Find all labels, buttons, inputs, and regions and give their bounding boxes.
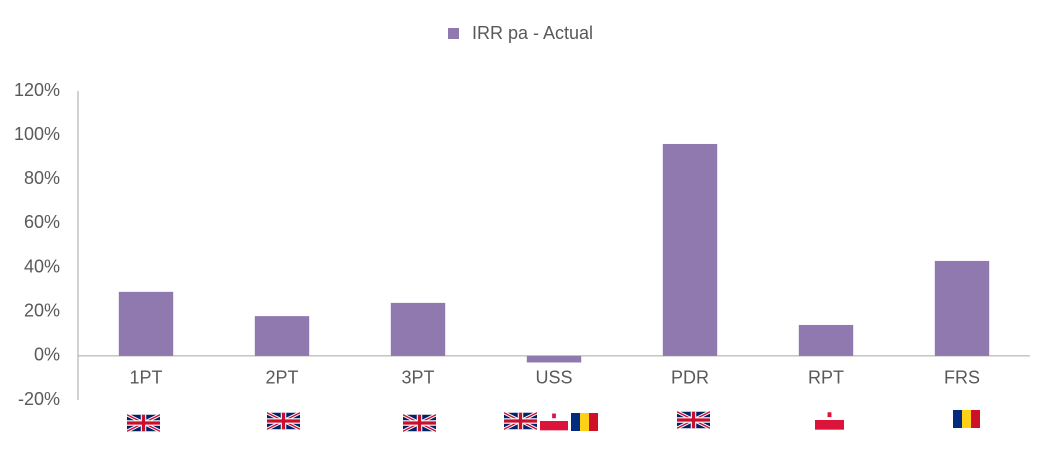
x-tick-label: RPT [808,368,844,388]
bar [254,316,310,356]
bar [118,291,174,356]
bar [390,302,446,356]
bar [798,324,854,356]
y-tick-label: 20% [24,300,60,320]
x-tick-label: 1PT [129,368,162,388]
x-tick-label: USS [535,368,572,388]
y-tick-label: 80% [24,168,60,188]
y-tick-label: 40% [24,256,60,276]
x-tick-label: 2PT [265,368,298,388]
y-tick-label: 100% [14,124,60,144]
y-tick-label: 60% [24,212,60,232]
x-tick-label: 3PT [401,368,434,388]
legend-swatch [448,28,459,39]
y-tick-label: 120% [14,80,60,100]
x-tick-label: PDR [671,368,709,388]
bar [934,260,990,356]
legend-label: IRR pa - Actual [472,23,593,43]
bar [662,143,718,356]
y-tick-label: -20% [18,389,60,409]
flags [127,410,980,431]
y-tick-label: 0% [34,345,60,365]
x-tick-label: FRS [944,368,980,388]
bar [526,355,582,363]
